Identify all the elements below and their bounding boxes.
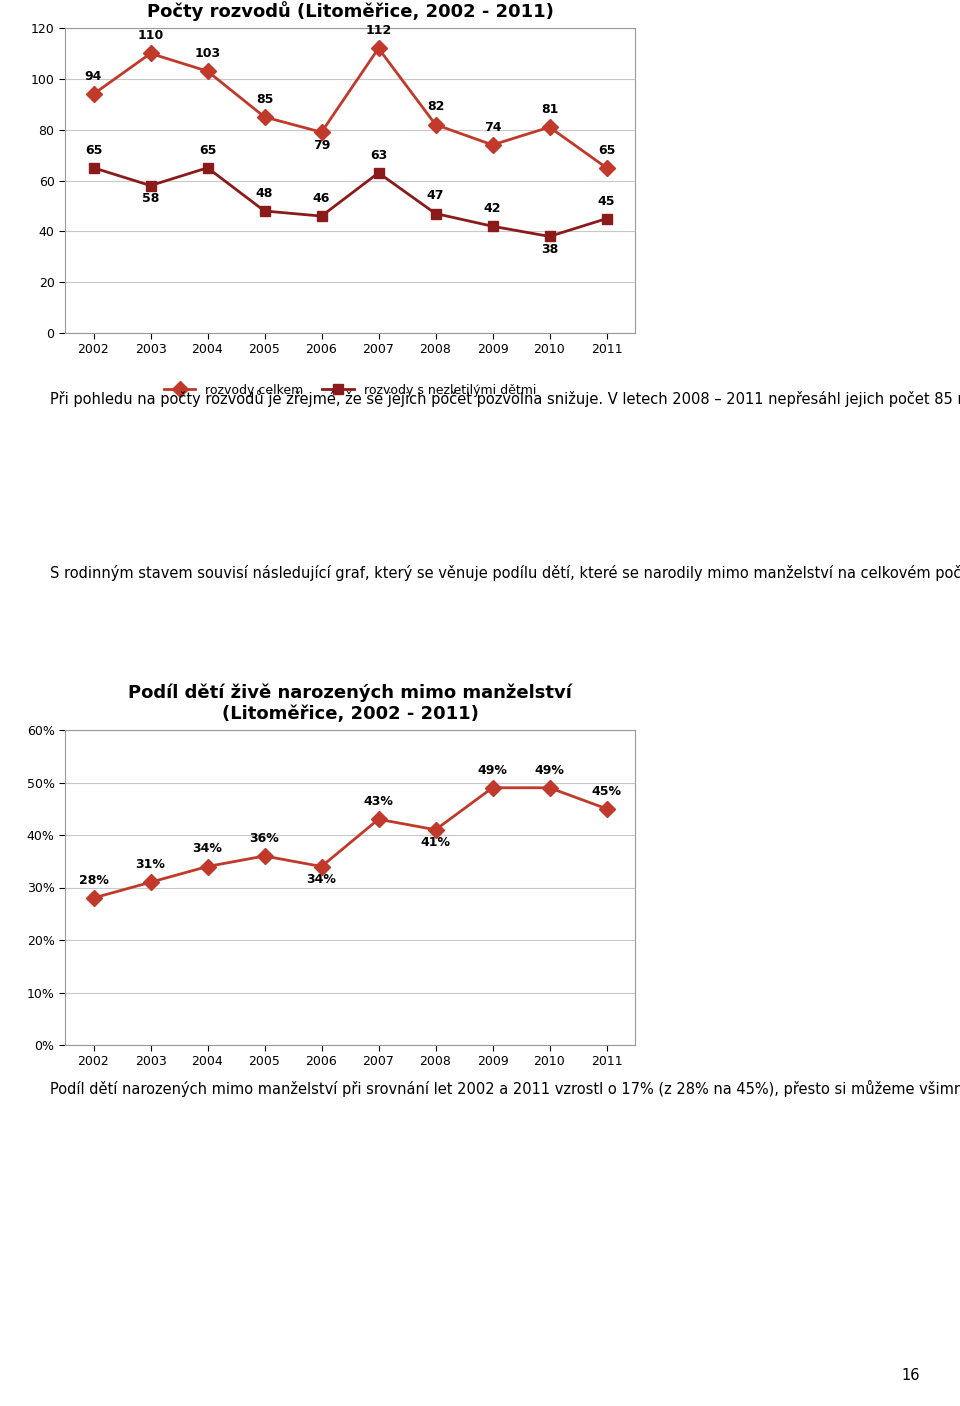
Text: 49%: 49% (477, 763, 508, 776)
Text: 79: 79 (313, 139, 330, 152)
Text: 47: 47 (427, 190, 444, 202)
Text: 112: 112 (366, 24, 392, 37)
Text: 43%: 43% (364, 796, 394, 808)
Legend: rozvody celkem, rozvody s nezletilými dětmi: rozvody celkem, rozvody s nezletilými dě… (159, 378, 540, 402)
Text: S rodinným stavem souvisí následující graf, který se věnuje podílu dětí, které s: S rodinným stavem souvisí následující gr… (50, 565, 960, 581)
rozvody s nezletilými dětmi (87, 159, 99, 176)
rozvody s nezletilými dětmi (430, 205, 442, 222)
rozvody s nezletilými dětmi (259, 202, 271, 219)
rozvody celkem (372, 39, 384, 56)
Text: 34%: 34% (193, 842, 223, 855)
rozvody celkem (145, 45, 156, 62)
Text: 46: 46 (313, 193, 330, 205)
rozvody celkem (202, 63, 213, 80)
Text: 31%: 31% (135, 858, 165, 872)
Text: 110: 110 (137, 30, 163, 42)
rozvody s nezletilými dětmi (372, 165, 384, 181)
Text: Při pohledu na počty rozvodů je zřejmé, že se jejich počet pozvolna snižuje. V l: Při pohledu na počty rozvodů je zřejmé, … (50, 389, 960, 406)
Text: 65: 65 (598, 143, 615, 156)
Text: 82: 82 (427, 100, 444, 114)
Text: 41%: 41% (420, 837, 450, 849)
rozvody celkem (543, 118, 555, 135)
Title: Podíl dětí živě narozených mimo manželství
(Litoměřice, 2002 - 2011): Podíl dětí živě narozených mimo manželst… (128, 683, 572, 723)
Text: 65: 65 (199, 143, 216, 156)
Text: 16: 16 (901, 1368, 920, 1382)
rozvody celkem (601, 159, 612, 176)
rozvody celkem (316, 124, 327, 141)
Text: 85: 85 (255, 93, 274, 105)
Text: 38: 38 (540, 243, 558, 256)
Text: 36%: 36% (250, 832, 279, 845)
Line: rozvody s nezletilými dětmi: rozvody s nezletilými dětmi (88, 163, 612, 242)
Title: Počty rozvodů (Litoměřice, 2002 - 2011): Počty rozvodů (Litoměřice, 2002 - 2011) (147, 1, 553, 21)
Text: 49%: 49% (535, 763, 564, 776)
Text: 48: 48 (255, 187, 274, 200)
Text: 34%: 34% (306, 873, 336, 886)
rozvody celkem (87, 86, 99, 103)
Text: 81: 81 (540, 103, 558, 117)
Text: 58: 58 (142, 193, 159, 205)
rozvody s nezletilými dětmi (543, 228, 555, 245)
Text: 42: 42 (484, 202, 501, 215)
Text: 45: 45 (598, 194, 615, 208)
Text: 28%: 28% (79, 875, 108, 887)
rozvody celkem (430, 117, 442, 134)
Text: 45%: 45% (591, 785, 621, 797)
Text: 94: 94 (84, 70, 102, 83)
rozvody s nezletilými dětmi (145, 177, 156, 194)
rozvody celkem (487, 136, 498, 153)
rozvody s nezletilými dětmi (316, 208, 327, 225)
Text: 65: 65 (84, 143, 102, 156)
Text: 63: 63 (370, 149, 387, 162)
rozvody s nezletilými dětmi (202, 159, 213, 176)
rozvody s nezletilými dětmi (601, 209, 612, 226)
Line: rozvody celkem: rozvody celkem (88, 42, 612, 173)
Text: Podíl dětí narozených mimo manželství při srovnání let 2002 a 2011 vzrostl o 17%: Podíl dětí narozených mimo manželství př… (50, 1080, 960, 1097)
Text: 74: 74 (484, 121, 501, 134)
rozvody celkem (259, 108, 271, 125)
rozvody s nezletilými dětmi (487, 218, 498, 235)
Text: 103: 103 (195, 46, 221, 60)
